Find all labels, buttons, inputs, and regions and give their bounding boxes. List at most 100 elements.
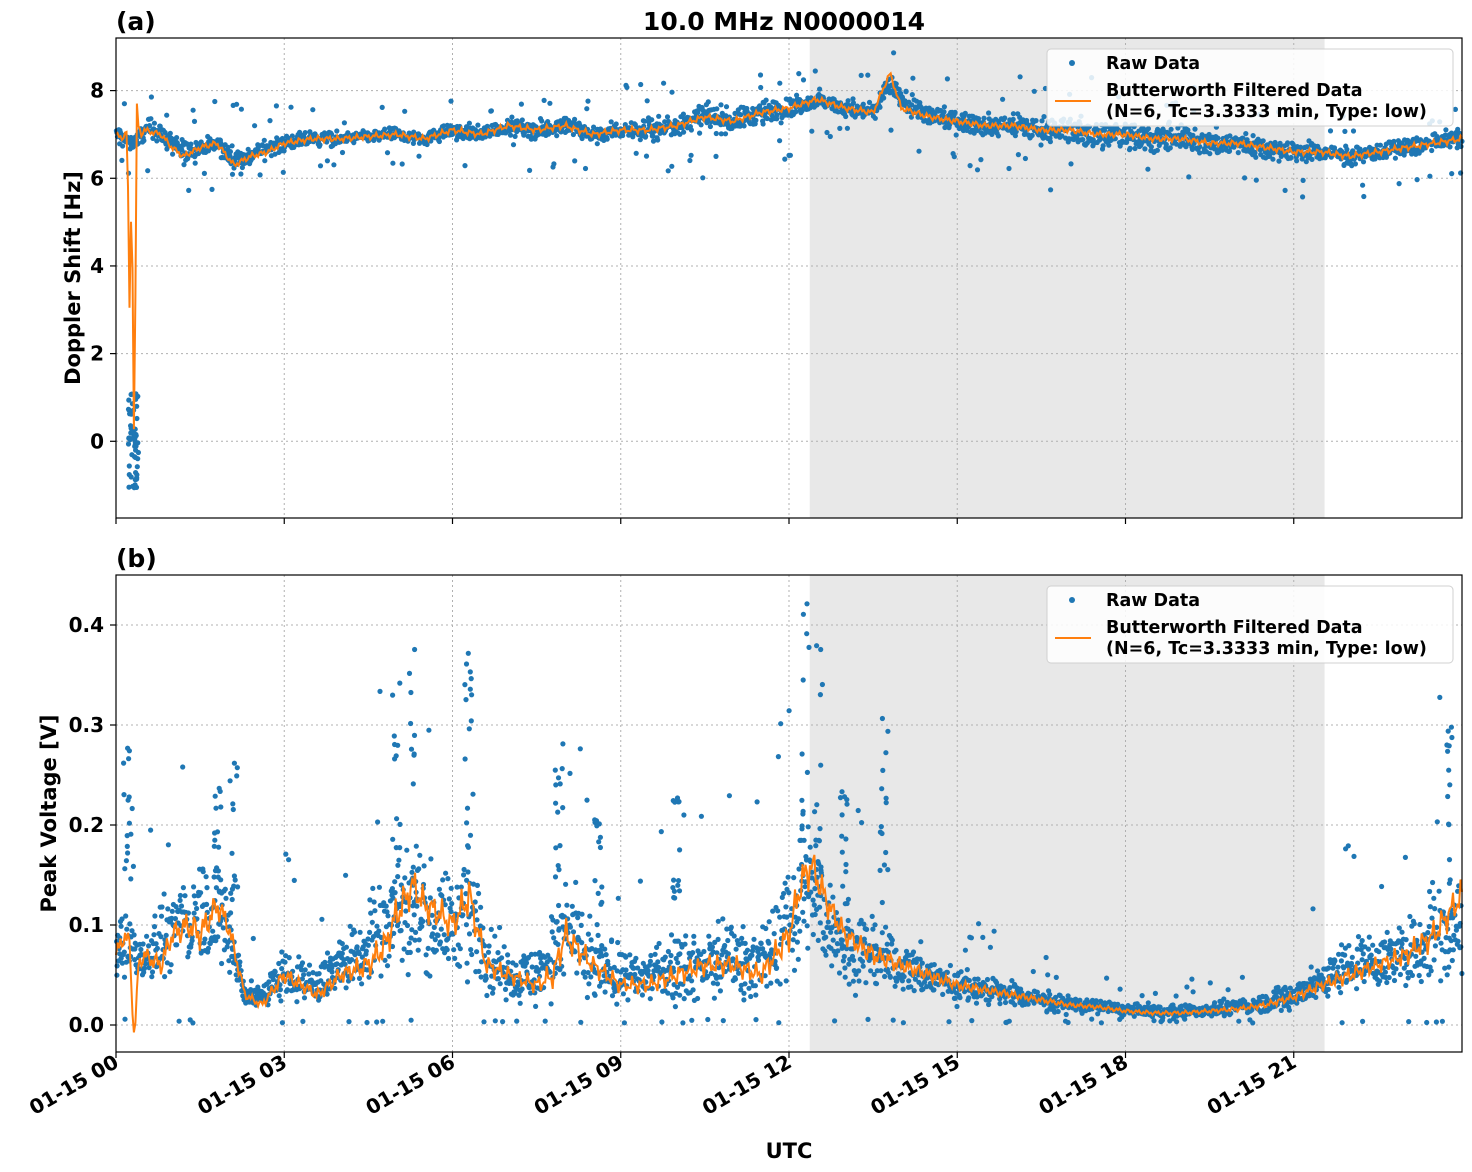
raw-data-point [851, 957, 857, 963]
raw-data-point [884, 941, 890, 947]
raw-data-point [739, 935, 745, 942]
raw-data-point [785, 874, 791, 880]
raw-data-point [448, 885, 454, 891]
raw-data-point [592, 992, 598, 998]
raw-data-point [165, 842, 171, 848]
raw-data-point [168, 962, 174, 968]
raw-data-point [947, 962, 954, 969]
raw-data-point [148, 827, 154, 833]
raw-data-point [981, 115, 987, 121]
legend-filtered-label: Butterworth Filtered Data [1106, 81, 1363, 101]
raw-data-point [1100, 143, 1106, 149]
raw-data-point [668, 952, 674, 959]
raw-data-point [283, 851, 289, 857]
raw-data-point [621, 1020, 628, 1026]
raw-data-point [367, 897, 373, 903]
raw-data-point [856, 968, 862, 974]
y-axis-title: Doppler Shift [Hz] [61, 171, 85, 385]
raw-data-point [738, 987, 744, 993]
raw-data-point [588, 974, 594, 980]
raw-data-point [424, 141, 430, 148]
raw-data-point [1068, 161, 1074, 167]
raw-data-point [997, 1001, 1003, 1007]
raw-data-point [1190, 132, 1196, 138]
raw-data-point [649, 986, 655, 992]
raw-data-point [919, 960, 925, 966]
raw-data-point [1276, 158, 1282, 164]
raw-data-point [399, 957, 405, 963]
raw-data-point [148, 116, 154, 122]
raw-data-point [186, 949, 192, 956]
raw-data-point [191, 884, 197, 890]
raw-data-point [815, 937, 821, 944]
raw-data-point [363, 948, 369, 954]
raw-data-point [1350, 148, 1356, 154]
raw-data-point [555, 941, 561, 948]
raw-data-point [870, 926, 876, 932]
raw-data-point [673, 990, 679, 996]
raw-data-point [141, 965, 148, 972]
raw-data-point [334, 961, 340, 967]
raw-data-point [126, 397, 132, 403]
raw-data-point [908, 984, 914, 990]
raw-data-point [347, 923, 353, 929]
raw-data-point [852, 992, 859, 998]
raw-data-point [809, 128, 815, 134]
raw-data-point [1145, 1000, 1151, 1006]
raw-data-point [774, 116, 780, 122]
raw-data-point [147, 123, 153, 129]
raw-data-point [1093, 998, 1099, 1004]
raw-data-point [519, 986, 525, 992]
raw-data-point [724, 926, 730, 932]
raw-data-point [151, 924, 158, 930]
raw-data-point [796, 71, 802, 77]
raw-data-point [204, 901, 210, 908]
raw-data-point [918, 939, 924, 945]
raw-data-point [408, 1017, 414, 1023]
raw-data-point [505, 959, 511, 965]
raw-data-point [343, 944, 349, 950]
raw-data-point [234, 101, 240, 107]
raw-data-point [844, 946, 850, 952]
raw-data-point [827, 882, 833, 888]
raw-data-point [464, 960, 470, 966]
raw-data-point [512, 990, 518, 996]
raw-data-point [833, 952, 839, 958]
raw-data-point [643, 133, 649, 139]
raw-data-point [228, 910, 234, 916]
raw-data-point [504, 117, 511, 123]
raw-data-point [119, 157, 125, 163]
raw-data-point [822, 948, 828, 954]
raw-data-point [408, 935, 414, 941]
raw-data-point [497, 981, 503, 987]
raw-data-point [1212, 1000, 1218, 1006]
raw-data-point [647, 958, 654, 965]
raw-data-point [1189, 976, 1195, 982]
raw-data-point [497, 924, 503, 931]
raw-data-point [476, 890, 482, 897]
raw-data-point [1089, 1016, 1095, 1022]
raw-data-point [670, 995, 676, 1001]
raw-data-point [564, 902, 570, 908]
raw-data-point [128, 391, 134, 398]
raw-data-point [1006, 1018, 1012, 1024]
raw-data-point [475, 122, 481, 128]
raw-data-point [1427, 173, 1433, 179]
raw-data-point [1010, 116, 1016, 122]
raw-data-point [299, 141, 305, 147]
raw-data-point [127, 411, 133, 417]
raw-data-point [855, 807, 861, 814]
raw-data-point [134, 472, 140, 478]
raw-data-point [164, 112, 170, 118]
raw-data-point [365, 936, 371, 942]
raw-data-point [478, 974, 484, 980]
raw-data-point [176, 1018, 182, 1024]
raw-data-point [732, 976, 739, 982]
raw-data-point [1077, 997, 1083, 1003]
raw-data-point [298, 967, 305, 973]
raw-data-point [570, 929, 577, 935]
raw-data-point [474, 949, 480, 955]
raw-data-point [974, 167, 981, 173]
raw-data-point [414, 903, 420, 909]
